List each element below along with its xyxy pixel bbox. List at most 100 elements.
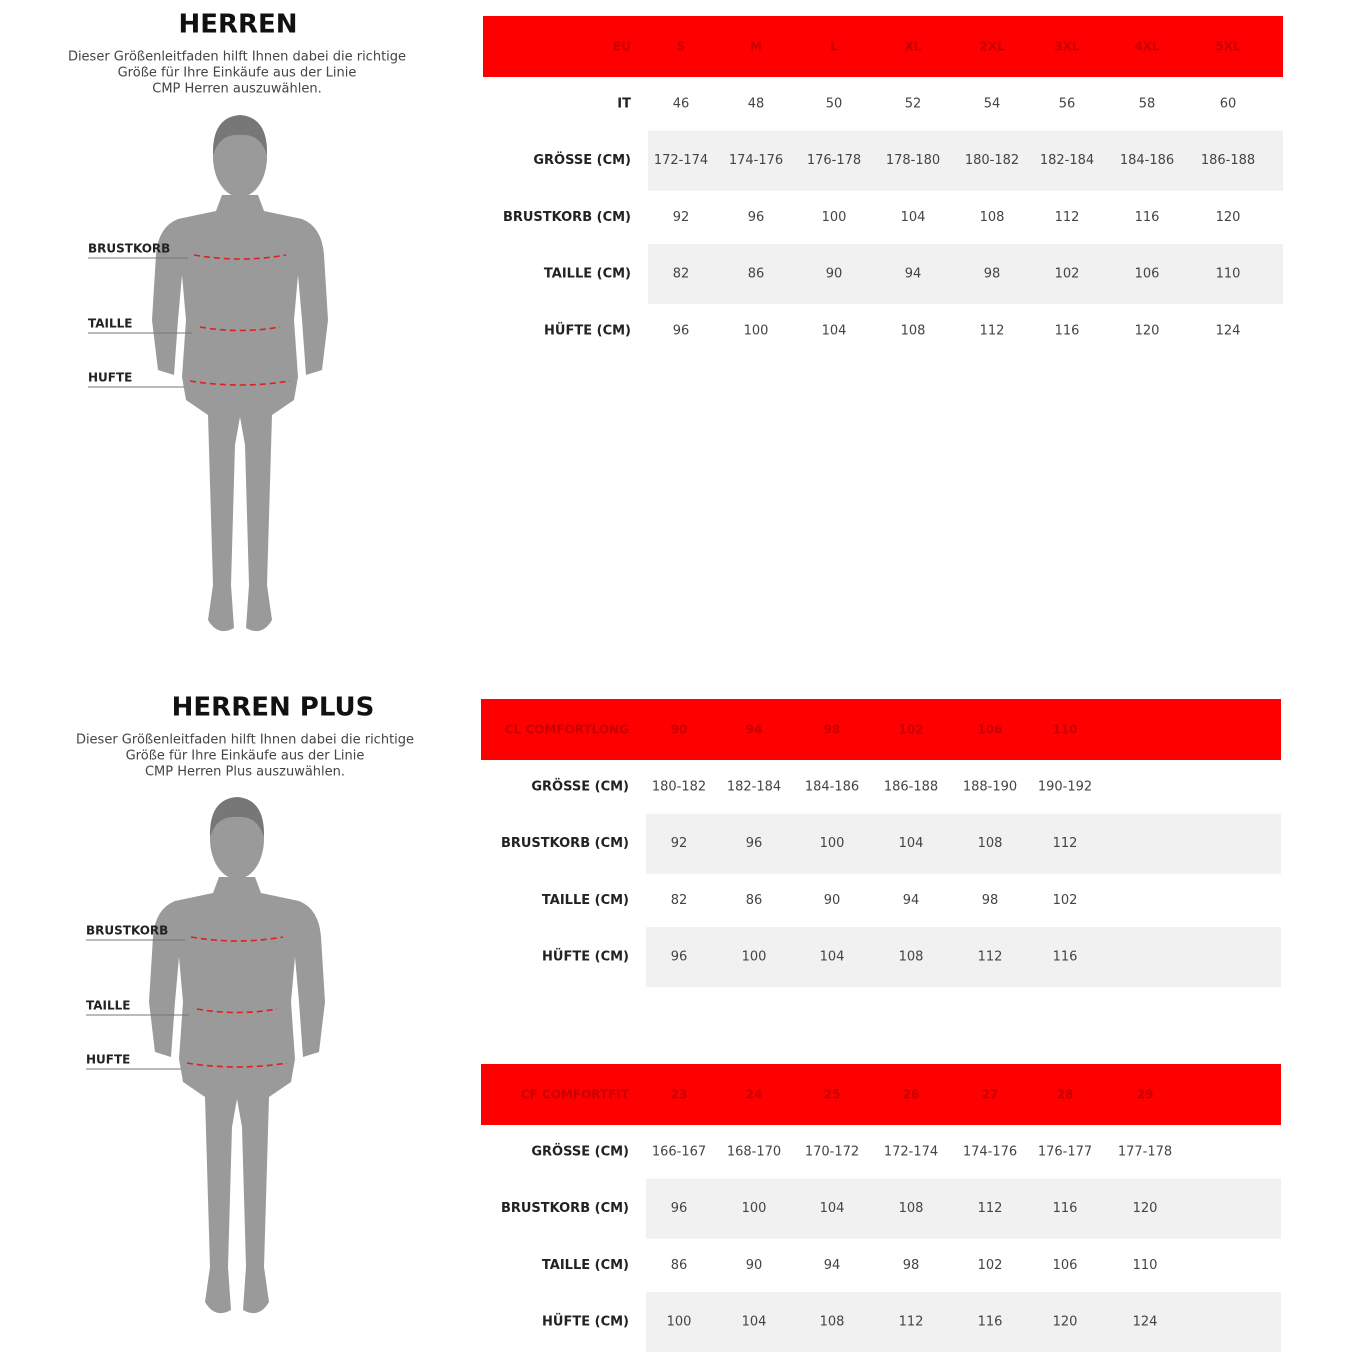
table-cell: 177-178 — [1118, 1145, 1172, 1160]
body-figure — [148, 796, 326, 1314]
table-cell: 112 — [1055, 210, 1080, 225]
table-cell: 100 — [667, 1315, 692, 1330]
table-cell: 108 — [820, 1315, 845, 1330]
header-cell: CL COMFORTLONG — [505, 723, 629, 737]
table-cell: 178-180 — [886, 153, 940, 168]
table-cell: 104 — [822, 323, 847, 338]
table-cell: 180-182 — [652, 780, 706, 795]
header-cell: 110 — [1052, 723, 1077, 737]
table-header — [481, 1064, 1281, 1125]
table-cell: 96 — [671, 1201, 688, 1216]
table-cell: 104 — [820, 1201, 845, 1216]
table-cell: 116 — [1053, 1201, 1078, 1216]
table-cell: 100 — [742, 950, 767, 965]
header-cell: 25 — [824, 1088, 841, 1102]
table-cell: 82 — [673, 267, 690, 282]
row-band — [646, 813, 1281, 874]
table-cell: 102 — [1055, 267, 1080, 282]
header-cell: 94 — [746, 723, 763, 737]
row-band — [648, 244, 1283, 305]
row-label: BRUSTKORB (CM) — [501, 836, 629, 851]
table-cell: 104 — [820, 950, 845, 965]
measure-label: TAILLE — [88, 317, 133, 331]
table-cell: 112 — [899, 1315, 924, 1330]
row-label: HÜFTE (CM) — [542, 949, 629, 965]
row-label: TAILLE (CM) — [544, 267, 631, 282]
header-cell: 4XL — [1134, 40, 1160, 54]
table-cell: 106 — [1135, 267, 1160, 282]
table-cell: 108 — [980, 210, 1005, 225]
table-cell: 182-184 — [1040, 153, 1094, 168]
header-cell: L — [830, 40, 838, 54]
table-cell: 90 — [824, 893, 841, 908]
table-cell: 174-176 — [963, 1145, 1017, 1160]
measure-label: BRUSTKORB — [88, 242, 170, 256]
table-cell: 112 — [1053, 836, 1078, 851]
header-cell: XL — [905, 40, 922, 54]
table-cell: 124 — [1133, 1315, 1158, 1330]
table-cell: 46 — [673, 97, 690, 112]
table-cell: 104 — [742, 1315, 767, 1330]
table-cell: 120 — [1053, 1315, 1078, 1330]
table-cell: 170-172 — [805, 1145, 859, 1160]
measure-label: TAILLE — [86, 999, 131, 1013]
table-cell: 90 — [826, 267, 843, 282]
header-cell: 28 — [1057, 1088, 1074, 1102]
table-cell: 116 — [1135, 210, 1160, 225]
header-cell: 27 — [982, 1088, 999, 1102]
header-cell: 23 — [671, 1088, 688, 1102]
table-cell: 184-186 — [1120, 153, 1174, 168]
table-cell: 96 — [673, 323, 690, 338]
table-cell: 108 — [901, 323, 926, 338]
table-cell: 96 — [671, 950, 688, 965]
table-cell: 116 — [1055, 323, 1080, 338]
table-cell: 94 — [905, 267, 922, 282]
description-line: Dieser Größenleitfaden hilft Ihnen dabei… — [76, 733, 414, 748]
description-line: CMP Herren Plus auszuwählen. — [145, 765, 345, 780]
table-cell: 98 — [903, 1258, 920, 1273]
table-cell: 188-190 — [963, 780, 1017, 795]
row-band — [648, 130, 1283, 191]
table-cell: 54 — [984, 97, 1001, 112]
table-header — [481, 699, 1281, 760]
table-cell: 82 — [671, 893, 688, 908]
table-cell: 86 — [671, 1258, 688, 1273]
table-cell: 110 — [1216, 267, 1241, 282]
table-cell: 108 — [899, 1201, 924, 1216]
table-cell: 120 — [1216, 210, 1241, 225]
table-cell: 112 — [978, 1201, 1003, 1216]
table-cell: 100 — [744, 323, 769, 338]
table-cell: 172-174 — [884, 1145, 938, 1160]
table-cell: 116 — [978, 1315, 1003, 1330]
table-cell: 56 — [1059, 97, 1076, 112]
header-cell: 24 — [746, 1088, 763, 1102]
row-label: TAILLE (CM) — [542, 893, 629, 908]
table-cell: 166-167 — [652, 1145, 706, 1160]
row-band — [646, 1292, 1281, 1353]
header-cell: 102 — [898, 723, 923, 737]
table-cell: 108 — [978, 836, 1003, 851]
header-cell: CF COMFORTFIT — [521, 1088, 630, 1102]
section-title: HERREN PLUS — [172, 693, 375, 723]
table-cell: 176-177 — [1038, 1145, 1092, 1160]
table-cell: 168-170 — [727, 1145, 781, 1160]
table-cell: 180-182 — [965, 153, 1019, 168]
description-line: Dieser Größenleitfaden hilft Ihnen dabei… — [68, 50, 406, 65]
table-cell: 182-184 — [727, 780, 781, 795]
measure-label: HUFTE — [86, 1053, 130, 1067]
header-cell: 2XL — [979, 40, 1005, 54]
row-label: BRUSTKORB (CM) — [503, 210, 631, 225]
table-cell: 186-188 — [884, 780, 938, 795]
table-cell: 96 — [748, 210, 765, 225]
table-cell: 50 — [826, 97, 843, 112]
row-label: BRUSTKORB (CM) — [501, 1201, 629, 1216]
table-cell: 94 — [824, 1258, 841, 1273]
description-line: Größe für Ihre Einkäufe aus der Linie — [118, 66, 357, 81]
row-label: HÜFTE (CM) — [544, 322, 631, 338]
table-cell: 58 — [1139, 97, 1156, 112]
table-cell: 176-178 — [807, 153, 861, 168]
header-cell: EU — [613, 40, 631, 54]
row-label: TAILLE (CM) — [542, 1258, 629, 1273]
